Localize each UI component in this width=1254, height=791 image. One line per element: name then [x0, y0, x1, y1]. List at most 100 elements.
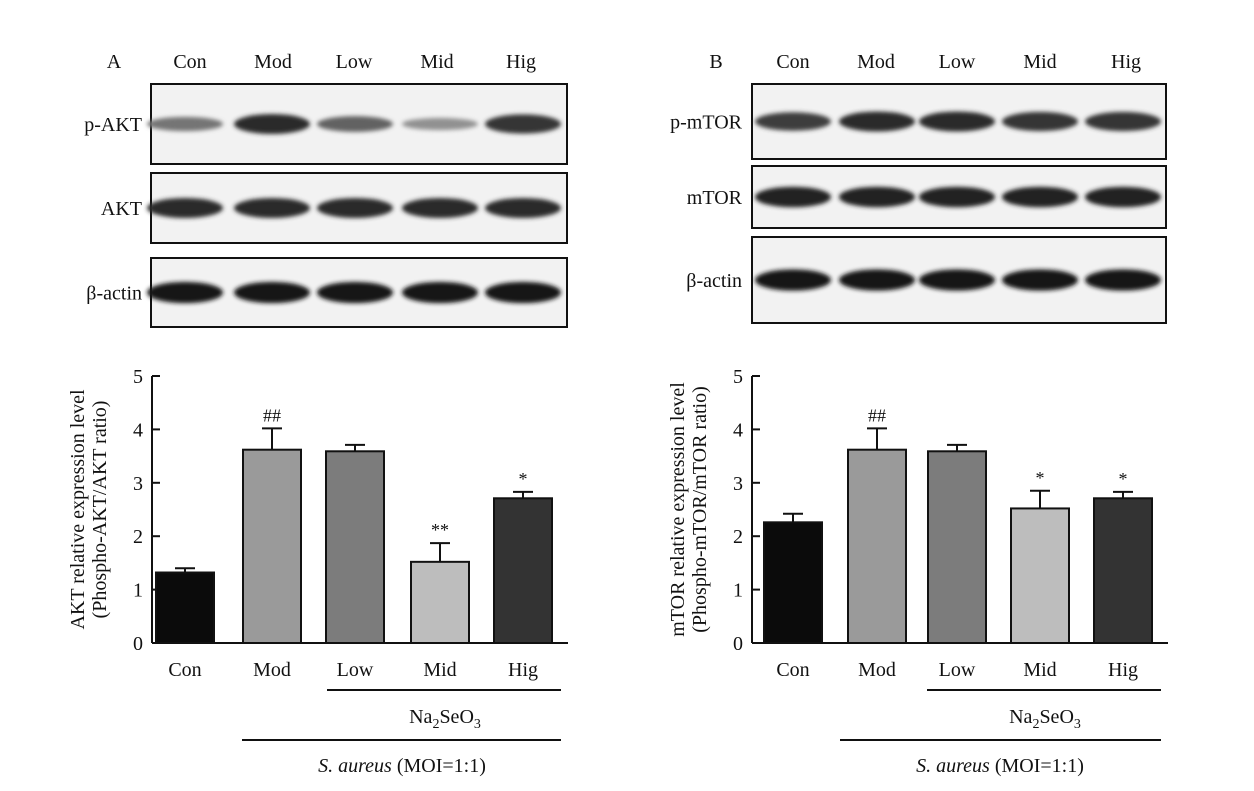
bar	[325, 450, 385, 644]
blot-band	[234, 198, 310, 218]
blot-band	[839, 186, 915, 208]
y-tick-label: 1	[733, 580, 743, 602]
significance-mark: *	[519, 469, 528, 489]
y-tick-label: 0	[733, 633, 743, 655]
y-tick-label: 5	[733, 366, 743, 388]
lane-header: Con	[173, 51, 206, 73]
y-tick-label: 0	[133, 633, 143, 655]
blot-band	[1085, 269, 1161, 291]
blot-band	[839, 269, 915, 291]
x-tick-label: Con	[776, 659, 809, 681]
y-axis-label: AKT relative expression level (Phospho-AK…	[67, 389, 111, 630]
y-axis-label: mTOR relative expression level (Phospho-m…	[667, 382, 711, 637]
blot-band	[317, 116, 393, 132]
blot-label: p-mTOR	[670, 112, 743, 134]
blot-band	[919, 111, 995, 132]
x-tick-label: Con	[168, 659, 201, 681]
blot-akt: AKT	[101, 172, 568, 244]
blot-band	[147, 281, 223, 304]
blot-band	[919, 186, 995, 208]
blot-band	[1002, 269, 1078, 291]
panel-a: A Con Mod Low Mid Hig p-AKT AKT β-actin 0 1 2 3 4 5 Con…	[67, 51, 568, 777]
x-tick-label: Hig	[508, 659, 538, 681]
blot-band	[1085, 111, 1161, 132]
bar	[1010, 507, 1070, 644]
lane-header: Mod	[857, 51, 895, 73]
significance-mark: **	[431, 520, 449, 540]
bar	[155, 571, 215, 645]
x-tick-label: Hig	[1108, 659, 1138, 681]
bar	[1093, 497, 1153, 645]
blot-band	[755, 269, 831, 291]
blot-label: mTOR	[687, 187, 743, 209]
blot-label: β-actin	[86, 283, 142, 305]
blot-band	[317, 281, 393, 304]
lane-header: Mod	[254, 51, 292, 73]
y-tick-label: 4	[733, 419, 743, 441]
treatment-label: Na2SeO3	[1009, 706, 1081, 732]
blot--actin: β-actin	[86, 257, 568, 328]
lane-header: Low	[336, 51, 373, 73]
blot-label: AKT	[101, 198, 142, 220]
bar	[242, 448, 302, 644]
significance-mark: ##	[263, 405, 281, 425]
y-axis-label-line2: (Phospho-mTOR/mTOR ratio)	[689, 386, 711, 632]
blot-band	[1002, 186, 1078, 208]
x-tick-label: Mod	[858, 659, 896, 681]
lane-header: Con	[776, 51, 809, 73]
blot-band	[755, 186, 831, 208]
x-tick-label: Mid	[1023, 659, 1056, 681]
blot-band	[147, 116, 223, 132]
y-tick-label: 4	[133, 419, 143, 441]
blot-label: β-actin	[686, 270, 742, 292]
blot-band	[402, 198, 478, 218]
blot-band	[1085, 186, 1161, 208]
blot-p-mtor: p-mTOR	[670, 83, 1167, 160]
y-tick-label: 3	[133, 473, 143, 495]
y-axis-label-line1: AKT relative expression level	[67, 389, 89, 630]
y-tick-label: 3	[733, 473, 743, 495]
bar-chart: 0 1 2 3 4 5 Con ## Mod Low ** Mid * Hig AKT relative e…	[67, 366, 568, 681]
blot-band	[402, 117, 478, 131]
blot-label: p-AKT	[84, 114, 142, 136]
blot-band	[839, 111, 915, 132]
lane-header: Low	[939, 51, 976, 73]
lane-header: Mid	[420, 51, 453, 73]
infection-label: S. aureus (MOI=1:1)	[916, 755, 1084, 777]
y-tick-label: 1	[133, 580, 143, 602]
treatment-label: Na2SeO3	[409, 706, 481, 732]
panel-letter: A	[107, 51, 122, 73]
blot-band	[234, 281, 310, 304]
blot-band	[485, 281, 561, 304]
x-tick-label: Low	[337, 659, 374, 681]
x-tick-label: Mid	[423, 659, 456, 681]
blot-band	[402, 281, 478, 304]
blot-band	[234, 114, 310, 134]
bar	[927, 450, 987, 644]
significance-mark: ##	[868, 405, 886, 425]
blot-band	[1002, 111, 1078, 132]
blot-band	[317, 198, 393, 218]
y-axis-label-line2: (Phospho-AKT/AKT ratio)	[89, 401, 111, 619]
blot-band	[485, 198, 561, 218]
blot-band	[485, 114, 561, 134]
y-axis-label-line1: mTOR relative expression level	[667, 382, 689, 637]
infection-label: S. aureus (MOI=1:1)	[318, 755, 486, 777]
x-tick-label: Low	[939, 659, 976, 681]
blot-p-akt: p-AKT	[84, 83, 568, 165]
bar	[763, 521, 823, 644]
significance-mark: *	[1119, 469, 1128, 489]
y-tick-label: 2	[133, 526, 143, 548]
bar	[410, 560, 470, 644]
bar	[847, 448, 907, 644]
blot--actin: β-actin	[686, 236, 1167, 324]
bar	[493, 497, 553, 645]
panel-letter: B	[709, 51, 722, 73]
x-tick-label: Mod	[253, 659, 291, 681]
y-tick-label: 5	[133, 366, 143, 388]
panel-b: B Con Mod Low Mid Hig p-mTOR mTOR β-actin 0 1 2 3 4 5 C…	[667, 51, 1168, 777]
lane-header: Hig	[1111, 51, 1141, 73]
lane-header: Mid	[1023, 51, 1056, 73]
blot-mtor: mTOR	[687, 165, 1167, 229]
